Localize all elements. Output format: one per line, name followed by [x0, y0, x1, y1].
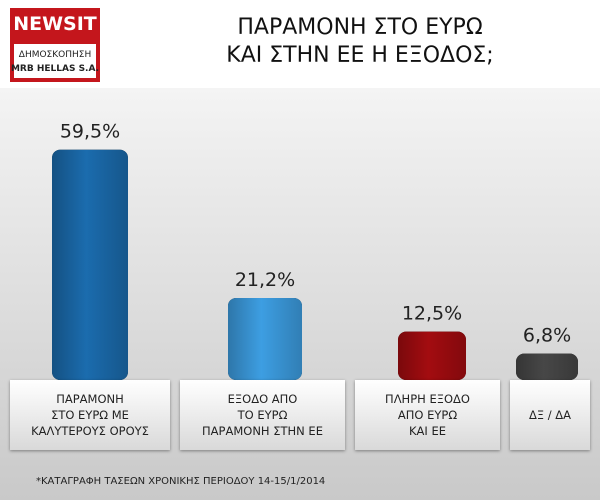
value-label: 21,2%	[235, 269, 295, 291]
footnote: *ΚΑΤΑΓΡΑΦΗ ΤΑΣΕΩΝ ΧΡΟΝΙΚΗΣ ΠΕΡΙΟΔΟΥ 14-1…	[36, 476, 326, 487]
value-label: 59,5%	[60, 121, 120, 143]
category-label: ΠΛΗΡΗ ΕΞΟΔΟ ΑΠΟ ΕΥΡΩ ΚΑΙ ΕΕ	[355, 380, 500, 450]
chart-title: ΠΑΡΑΜΟΝΗ ΣΤΟ ΕΥΡΩ ΚΑΙ ΣΤΗΝ ΕΕ Η ΕΞΟΔΟΣ;	[226, 15, 494, 68]
category-label: ΔΞ / ΔΑ	[510, 380, 590, 450]
logo-sub: ΔΗΜΟΣΚΟΠΗΣΗ	[19, 50, 91, 60]
logo-sub: MRB HELLAS S.A.	[11, 64, 99, 74]
bar	[516, 353, 578, 380]
bar	[228, 297, 302, 380]
category-label: ΠΑΡΑΜΟΝΗ ΣΤΟ ΕΥΡΩ ΜΕ ΚΑΛΥΤΕΡΟΥΣ ΟΡΟΥΣ	[10, 380, 170, 450]
logo: NEWSIT	[13, 13, 97, 35]
bar	[398, 331, 466, 380]
value-label: 6,8%	[523, 325, 571, 347]
category-label: ΕΞΟΔΟ ΑΠΟ ΤΟ ΕΥΡΩ ΠΑΡΑΜΟΝΗ ΣΤΗΝ ΕΕ	[180, 380, 345, 450]
bar	[52, 149, 128, 380]
logo-sub-box	[14, 44, 96, 78]
value-label: 12,5%	[402, 303, 462, 325]
